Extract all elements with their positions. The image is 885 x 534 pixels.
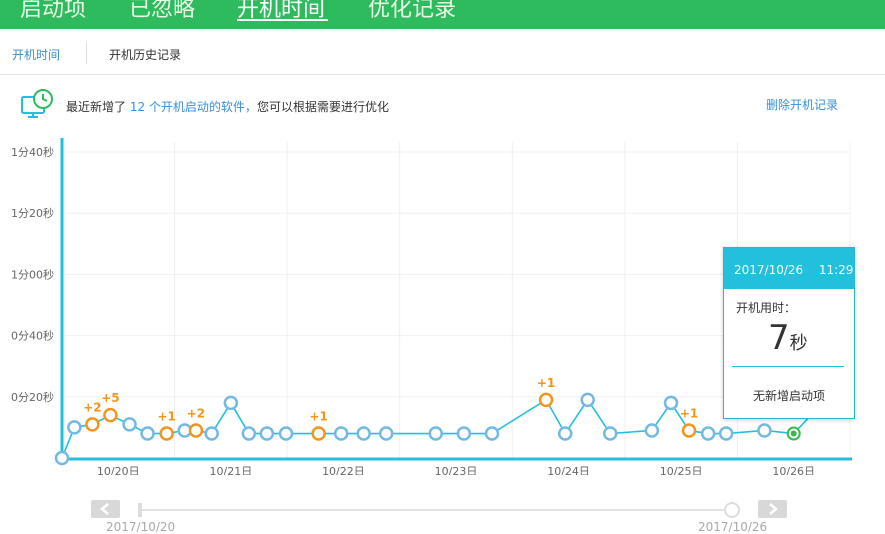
data-point-selected-dot: [790, 430, 797, 437]
data-point: [580, 392, 595, 408]
data-point-added: [681, 423, 697, 438]
data-point-added: [103, 407, 118, 423]
data-point-label: +5: [101, 391, 119, 405]
y-tick-label: 0分40秒: [11, 329, 54, 343]
x-tick-label: 10/22日: [322, 465, 365, 475]
y-tick-label: 1分20秒: [11, 206, 54, 220]
data-point: [278, 426, 294, 441]
notice-prefix: 最近新增了: [66, 100, 127, 114]
subnav-divider: [86, 42, 87, 64]
tooltip-divider: [732, 366, 844, 367]
data-point-added: [159, 426, 174, 441]
tooltip-label: 开机用时：: [736, 301, 797, 315]
data-point: [333, 426, 349, 441]
data-point: [718, 426, 734, 441]
sub-nav: 开机时间 开机历史记录: [0, 29, 885, 75]
timeline-end-date: 2017/10/26: [698, 520, 768, 534]
data-point-label: +1: [680, 406, 698, 420]
notice-highlight: 12 个开机启动的软件，: [129, 100, 257, 114]
data-point: [557, 426, 573, 441]
data-point-label: +1: [537, 376, 555, 390]
x-tick-label: 10/20日: [97, 465, 140, 475]
notice-suffix: 您可以根据需要进行优化: [256, 100, 389, 114]
data-point-added: [85, 417, 100, 432]
chevron-right-icon: [769, 503, 778, 515]
data-point: [140, 426, 155, 441]
timeline-prev-button[interactable]: [91, 500, 120, 518]
data-point-added: [538, 392, 554, 408]
timeline-end-handle[interactable]: [724, 502, 740, 518]
chevron-left-icon: [100, 503, 109, 515]
tooltip-value-wrap: 7秒: [768, 318, 808, 358]
timeline-start-date: 2017/10/20: [106, 520, 176, 534]
tooltip-footer: 无新增启动项: [752, 389, 825, 403]
data-point: [67, 420, 82, 435]
tab-optimization-records[interactable]: 优化记录: [368, 0, 457, 22]
boot-time-chart: 0分20秒 0分40秒 1分00秒 1分20秒 1分40秒 10/20日 10/21日 10/…: [11, 138, 852, 475]
data-point: [223, 395, 239, 411]
y-tick-label: 1分00秒: [11, 267, 54, 281]
x-tick-label: 10/25日: [660, 465, 703, 475]
data-point: [484, 426, 500, 441]
data-point: [54, 450, 70, 466]
tooltip-unit: 秒: [789, 333, 808, 354]
data-point: [663, 395, 679, 411]
data-point: [356, 426, 371, 441]
data-point: [378, 426, 394, 441]
data-point-label: +1: [157, 410, 175, 424]
data-point: [428, 426, 443, 441]
data-point: [122, 417, 137, 432]
data-point: [259, 426, 275, 441]
data-point: [456, 426, 472, 441]
data-point: [241, 426, 257, 441]
y-tick-label: 0分20秒: [11, 390, 54, 404]
delete-boot-records-link[interactable]: 删除开机记录: [766, 98, 839, 112]
tab-ignored[interactable]: 已忽略: [129, 0, 196, 22]
subtab-boot-time[interactable]: 开机时间: [12, 48, 61, 62]
x-tick-label: 10/21日: [210, 465, 253, 475]
y-tick-label: 1分40秒: [11, 145, 54, 159]
data-point: [700, 426, 716, 441]
data-point-label: +2: [187, 406, 205, 420]
x-tick-label: 10/23日: [435, 465, 478, 475]
data-point: [602, 426, 618, 441]
active-tab-underline: [237, 19, 328, 21]
data-point-added: [188, 423, 204, 438]
monitor-clock-icon: [21, 89, 53, 118]
tooltip-time: 11:29: [818, 263, 854, 277]
tooltip-value: 7: [768, 318, 790, 358]
tooltip-header: 2017/10/26 11:29: [724, 248, 854, 289]
tab-startup-items[interactable]: 启动项: [20, 0, 87, 22]
notice-text: 最近新增了 12 个开机启动的软件，您可以根据需要进行优化: [66, 98, 389, 115]
subtab-boot-history[interactable]: 开机历史记录: [109, 48, 182, 62]
data-point-label: +1: [309, 410, 327, 424]
tab-boot-time[interactable]: 开机时间: [237, 0, 326, 22]
x-tick-label: 10/26日: [772, 465, 815, 475]
boot-tooltip: 2017/10/26 11:29 开机用时： 7秒 无新增启动项: [723, 247, 855, 419]
data-point: [757, 423, 772, 438]
data-point: [644, 423, 660, 438]
data-point: [204, 426, 219, 441]
x-tick-label: 10/24日: [547, 465, 590, 475]
timeline-start-handle[interactable]: [138, 503, 142, 517]
timeline-track[interactable]: [140, 509, 734, 511]
timeline-next-button[interactable]: [758, 500, 787, 518]
data-point-added: [311, 426, 326, 441]
tooltip-date: 2017/10/26: [734, 263, 804, 277]
data-point-label: +2: [83, 400, 101, 414]
top-nav-bar: 启动项 已忽略 开机时间 优化记录: [0, 0, 885, 29]
